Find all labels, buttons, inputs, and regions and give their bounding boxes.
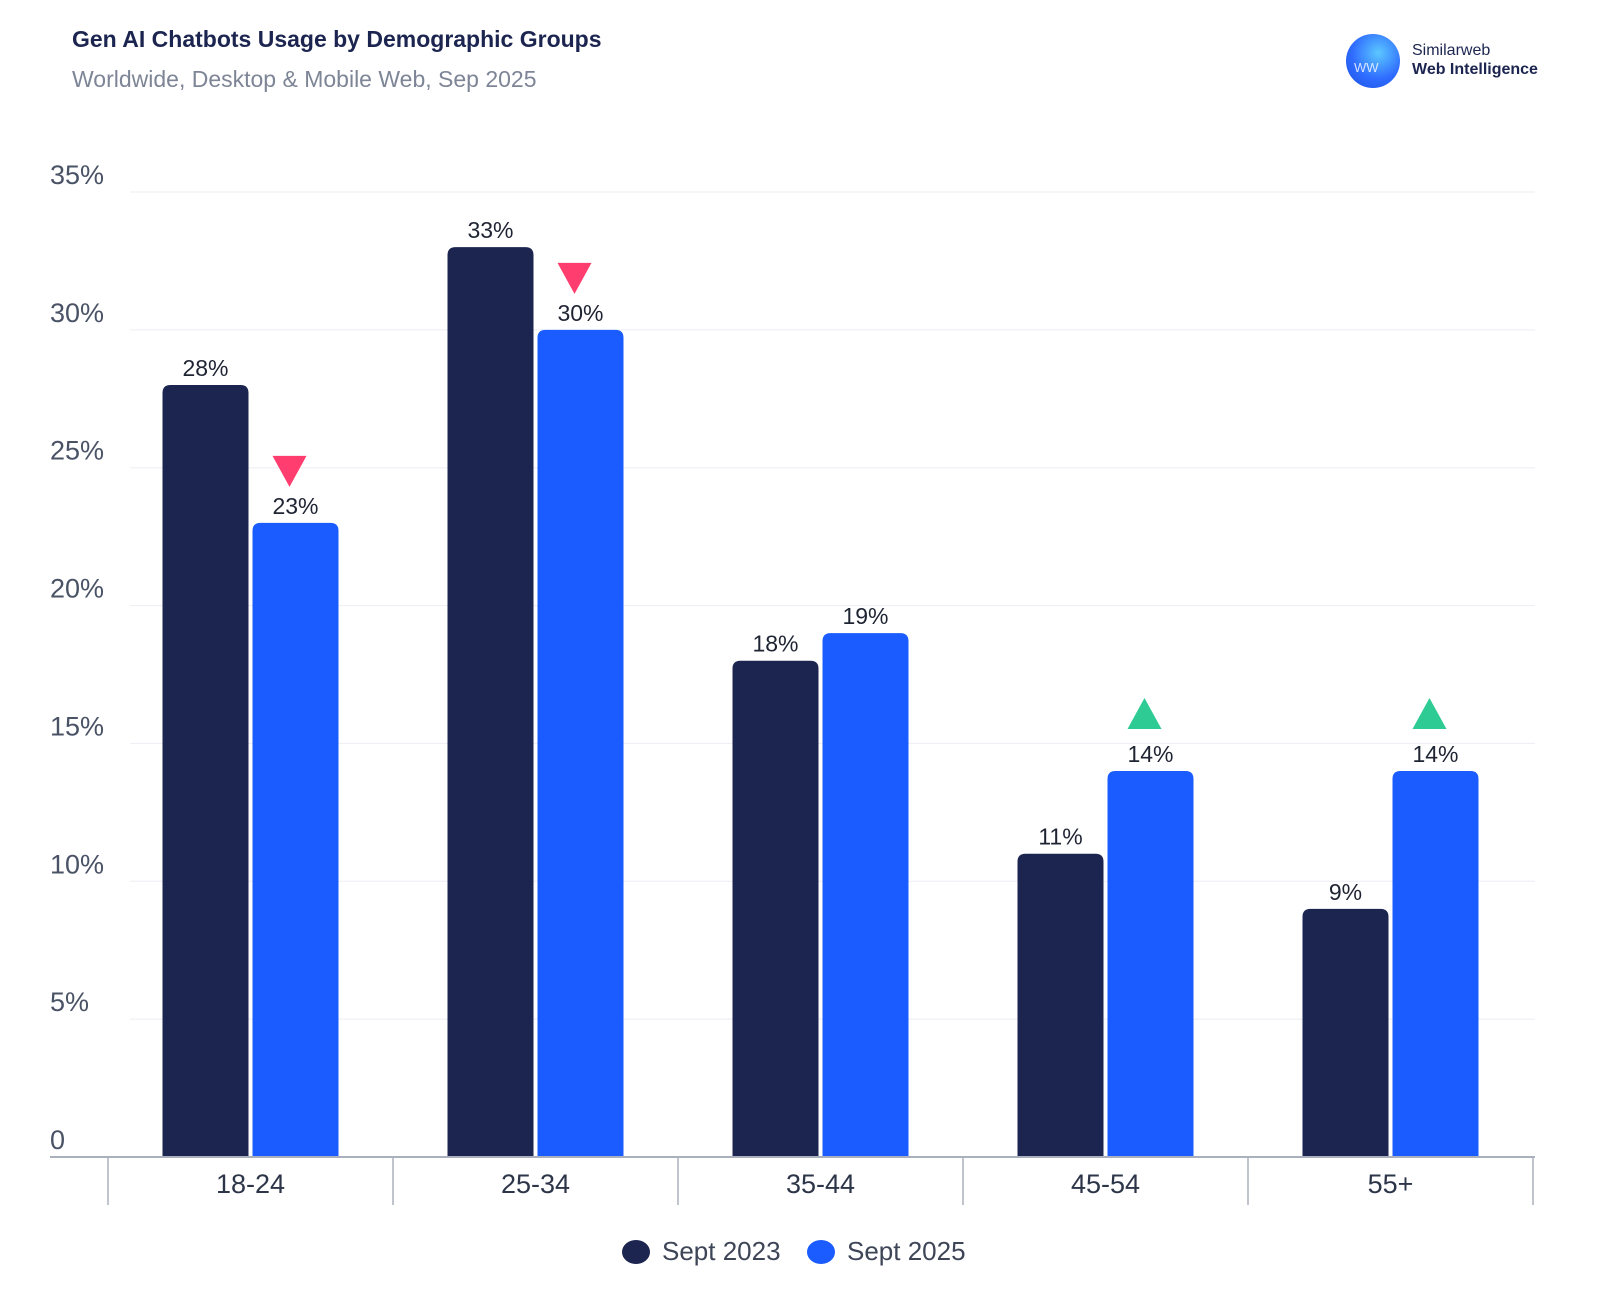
- y-tick-label: 35%: [50, 160, 104, 190]
- bar: [1017, 853, 1104, 1157]
- data-label: 11%: [1038, 824, 1082, 850]
- chart-subtitle: Worldwide, Desktop & Mobile Web, Sep 202…: [72, 66, 537, 92]
- legend-item-sept-2023[interactable]: Sept 2023: [622, 1236, 781, 1266]
- y-tick-label: 10%: [50, 849, 104, 879]
- bars: [162, 247, 1479, 1158]
- data-label: 9%: [1329, 879, 1362, 905]
- x-tick-label: 35-44: [786, 1169, 855, 1199]
- y-tick-label: 0: [50, 1125, 65, 1155]
- up-arrow-icon: [1127, 698, 1162, 729]
- down-arrow-icon: [557, 262, 592, 294]
- data-label: 14%: [1127, 741, 1173, 767]
- x-tick-label: 25-34: [501, 1169, 570, 1199]
- x-tick-label: 18-24: [216, 1169, 285, 1199]
- x-tick-label: 45-54: [1071, 1169, 1140, 1199]
- y-tick-label: 20%: [50, 574, 104, 604]
- bar: [252, 522, 339, 1157]
- up-arrow-icon: [1412, 698, 1447, 729]
- y-tick-label: 30%: [50, 298, 104, 328]
- bar: [1392, 771, 1479, 1157]
- legend-label: Sept 2023: [662, 1236, 781, 1266]
- similarweb-logo-icon: WW: [1346, 34, 1400, 88]
- bar: [162, 385, 249, 1157]
- brand-block: WW Similarweb Web Intelligence: [1346, 34, 1576, 90]
- data-label: 23%: [272, 493, 318, 519]
- x-tick-label: 55+: [1368, 1169, 1414, 1199]
- bar: [537, 329, 624, 1157]
- chart-title: Gen AI Chatbots Usage by Demographic Gro…: [72, 26, 602, 52]
- legend-swatch: [807, 1240, 835, 1264]
- y-tick-label: 15%: [50, 711, 104, 741]
- data-label: 33%: [467, 217, 513, 243]
- data-label: 28%: [182, 355, 228, 381]
- data-label: 30%: [557, 300, 603, 326]
- data-label: 18%: [752, 631, 798, 657]
- brand-product: Web Intelligence: [1412, 61, 1538, 78]
- bar: [822, 633, 909, 1157]
- y-tick-label: 25%: [50, 436, 104, 466]
- bar: [732, 660, 819, 1157]
- legend-item-sept-2025[interactable]: Sept 2025: [807, 1236, 966, 1266]
- data-label: 19%: [842, 603, 888, 629]
- down-arrow-icon: [272, 455, 307, 487]
- bar: [1302, 908, 1389, 1157]
- y-axis-ticks: 0 5% 10% 15% 20% 25% 30% 35%: [50, 160, 104, 1155]
- x-axis: 18-24 25-34 35-44 45-54 55+: [50, 1156, 1535, 1205]
- y-tick-label: 5%: [50, 987, 89, 1017]
- bar: [1107, 771, 1194, 1157]
- legend-label: Sept 2025: [847, 1236, 966, 1266]
- legend-swatch: [622, 1240, 650, 1264]
- legend[interactable]: Sept 2023 Sept 2025: [622, 1236, 966, 1266]
- data-labels: 28% 23% 33% 30% 18% 19% 11% 14% 9% 14%: [182, 217, 1458, 905]
- change-markers: [272, 262, 1447, 729]
- data-label: 14%: [1412, 741, 1458, 767]
- bar: [447, 247, 534, 1158]
- brand-name: Similarweb: [1412, 42, 1491, 59]
